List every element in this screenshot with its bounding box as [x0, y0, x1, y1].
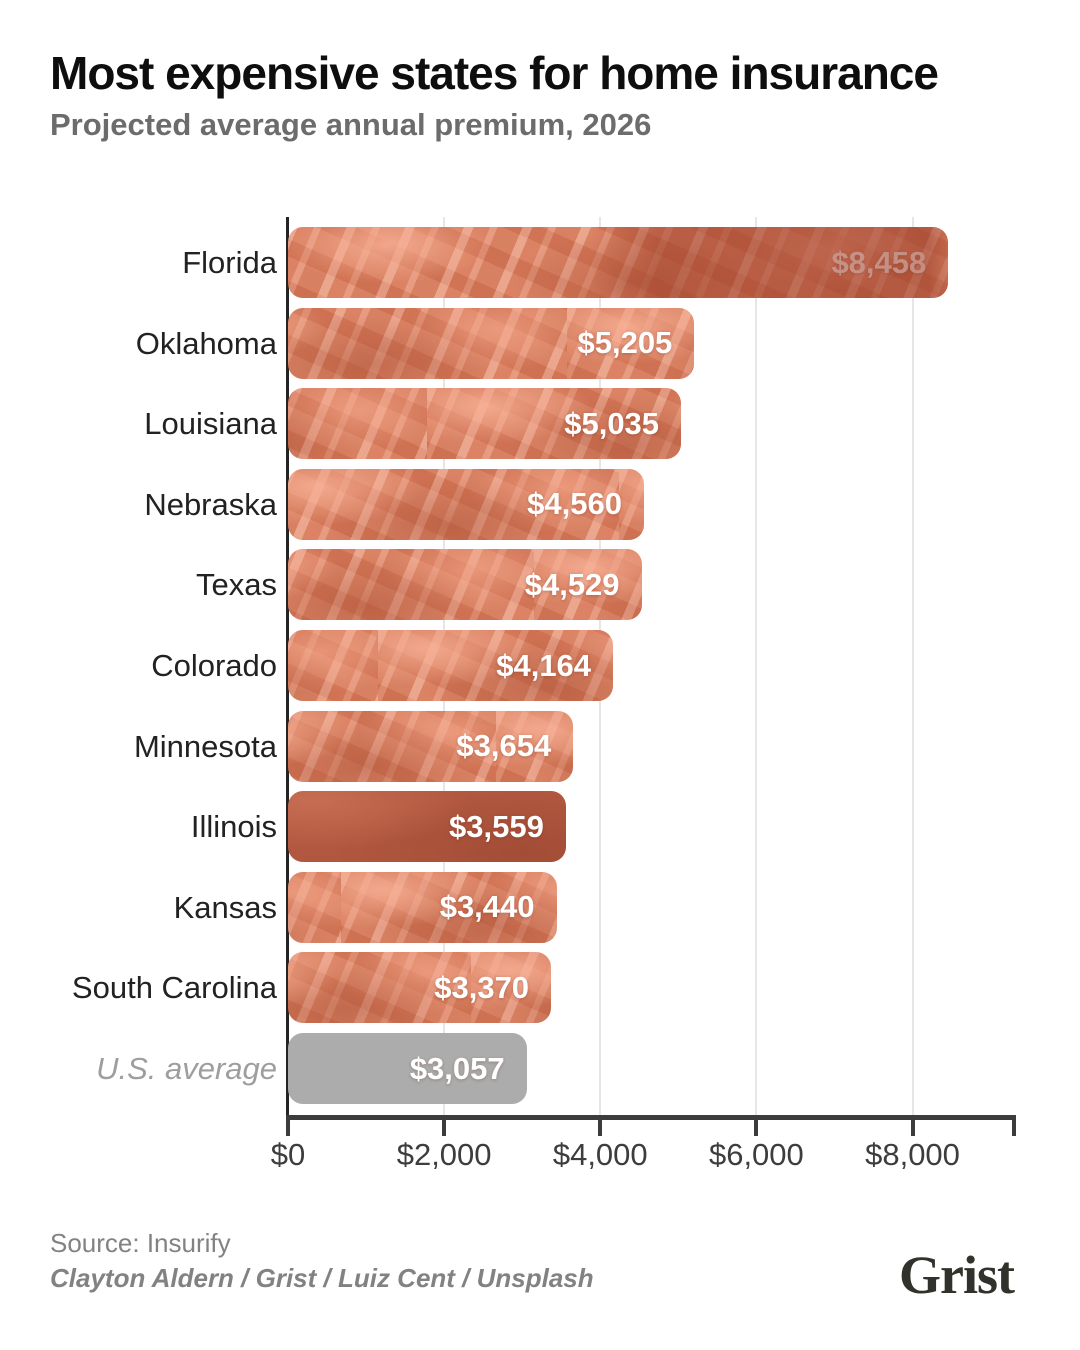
bar-florida: $8,458 [288, 227, 949, 298]
x-axis-line [286, 1115, 1016, 1120]
page-subtitle: Projected average annual premium, 2026 [50, 107, 652, 142]
x-axis-tick [286, 1120, 290, 1136]
row-label-us-average: U.S. average [96, 1051, 277, 1086]
row-label: Nebraska [144, 486, 277, 522]
x-axis-tick [598, 1120, 603, 1136]
row-label: Oklahoma [135, 325, 277, 361]
x-axis-tick [754, 1120, 759, 1136]
row-label: Kansas [173, 889, 277, 925]
bar-minnesota: $3,654 [288, 710, 574, 782]
plot-area: Florida $8,458 Oklahoma $5,205 Louisiana $5,0… [72, 217, 1014, 1115]
bar-nebraska: $4,560 [288, 468, 644, 540]
row-label: Florida [182, 245, 277, 280]
x-tick-label: $6,000 [708, 1137, 804, 1172]
x-axis-tick [1012, 1120, 1016, 1136]
bar-value-label: $4,164 [496, 647, 592, 683]
x-tick-label: $4,000 [552, 1137, 648, 1172]
bar-value-label: $4,560 [527, 486, 622, 522]
bar-value-label: $3,440 [439, 889, 535, 925]
bar-kansas: $3,440 [288, 871, 557, 943]
row-label: South Carolina [71, 970, 277, 1006]
bar-value-label: $3,559 [449, 808, 544, 844]
row-label: Illinois [190, 809, 277, 845]
bar-texas: $4,529 [288, 549, 642, 621]
source-note: Source: Insurify [50, 1228, 231, 1258]
row-label: Texas [196, 567, 277, 603]
bar-south-carolina: $3,370 [288, 952, 552, 1024]
bar-colorado: $4,164 [288, 630, 614, 701]
bar-value-label: $3,654 [456, 728, 552, 764]
credits: Clayton Aldern / Grist / Luiz Cent / Uns… [50, 1263, 594, 1293]
y-axis-line [286, 217, 289, 1115]
bar-value-label: $8,458 [831, 244, 927, 280]
bar-louisiana: $5,035 [288, 388, 682, 460]
x-axis-tick [910, 1120, 915, 1136]
x-tick-label: $0 [270, 1137, 306, 1172]
page-title: Most expensive states for home insurance [50, 47, 939, 99]
gridline [755, 217, 758, 1115]
bar-value-label: $5,035 [564, 405, 660, 441]
bar-value-label: $4,529 [524, 566, 620, 602]
bar-value-label: $5,205 [577, 325, 673, 361]
bar-illinois: $3,559 [288, 791, 566, 863]
grist-logo: Grist [899, 1245, 1015, 1305]
x-axis-tick [442, 1120, 447, 1136]
row-label: Minnesota [133, 728, 277, 764]
bar-u-s-average: $3,057 [288, 1033, 527, 1104]
bar-oklahoma: $5,205 [288, 307, 695, 379]
row-label: Louisiana [144, 406, 277, 442]
x-tick-label: $2,000 [396, 1137, 492, 1172]
bar-value-label: $3,370 [434, 969, 530, 1005]
gridline [911, 217, 914, 1115]
row-label: Colorado [151, 648, 277, 683]
bar-value-label: $3,057 [409, 1050, 505, 1086]
x-tick-label: $8,000 [865, 1137, 960, 1172]
